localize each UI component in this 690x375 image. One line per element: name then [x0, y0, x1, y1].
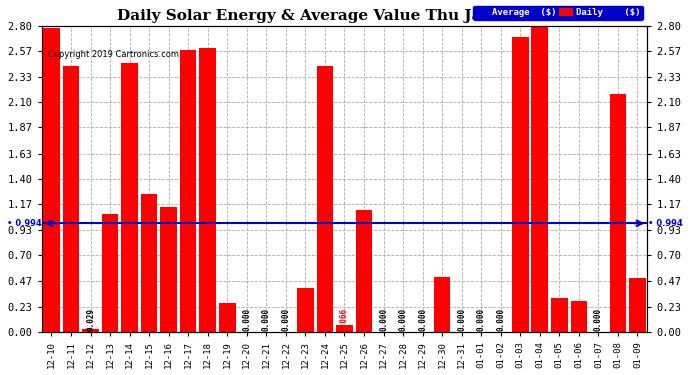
Text: 0.000: 0.000 [594, 308, 603, 331]
Bar [121, 63, 138, 332]
Text: 0.313: 0.313 [555, 308, 564, 331]
Text: 2.428: 2.428 [66, 308, 75, 331]
Bar [43, 28, 60, 332]
Text: 0.506: 0.506 [437, 308, 446, 331]
Text: 0.000: 0.000 [418, 308, 427, 331]
Text: 2.598: 2.598 [204, 308, 213, 331]
Bar [336, 325, 353, 332]
Text: 2.691: 2.691 [515, 308, 525, 331]
Text: 0.066: 0.066 [340, 308, 349, 331]
Bar [180, 50, 197, 332]
Text: 0.490: 0.490 [633, 308, 642, 331]
Text: 0.000: 0.000 [399, 308, 408, 331]
Text: • 0.994: • 0.994 [649, 219, 683, 228]
Bar [317, 66, 333, 332]
Text: 0.000: 0.000 [282, 308, 290, 331]
Text: 0.000: 0.000 [242, 308, 251, 331]
Bar [160, 207, 177, 332]
Text: • 0.994: • 0.994 [7, 219, 41, 228]
Text: 0.000: 0.000 [379, 308, 388, 331]
Bar [82, 329, 99, 332]
Bar [571, 301, 587, 332]
Text: 2.456: 2.456 [125, 308, 134, 331]
Text: 2.435: 2.435 [320, 308, 329, 331]
Bar [610, 94, 627, 332]
Bar [551, 298, 568, 332]
Bar [141, 194, 157, 332]
Text: 2.581: 2.581 [184, 308, 193, 331]
Bar [199, 48, 216, 332]
Text: 0.283: 0.283 [574, 308, 583, 331]
Text: 1.142: 1.142 [164, 308, 173, 331]
Text: 0.000: 0.000 [496, 308, 505, 331]
Text: 1.079: 1.079 [106, 308, 115, 331]
Bar [531, 25, 548, 332]
Text: 0.000: 0.000 [262, 308, 271, 331]
Bar [629, 279, 646, 332]
Text: 1.261: 1.261 [145, 308, 154, 331]
Bar [356, 210, 373, 332]
Text: 2.777: 2.777 [47, 308, 56, 331]
Text: 0.000: 0.000 [477, 308, 486, 331]
Text: 0.400: 0.400 [301, 308, 310, 331]
Text: 0.000: 0.000 [457, 308, 466, 331]
Legend: Average  ($), Daily    ($): Average ($), Daily ($) [473, 6, 642, 20]
Title: Daily Solar Energy & Average Value Thu Jan 10 16:43: Daily Solar Energy & Average Value Thu J… [117, 9, 572, 23]
Text: Copyright 2019 Cartronics.com: Copyright 2019 Cartronics.com [48, 50, 179, 59]
Bar [63, 66, 79, 332]
Bar [219, 303, 235, 332]
Bar [297, 288, 314, 332]
Bar [101, 214, 119, 332]
Text: 2.802: 2.802 [535, 308, 544, 331]
Text: 2.176: 2.176 [613, 308, 622, 331]
Bar [434, 277, 451, 332]
Text: 0.029: 0.029 [86, 308, 95, 331]
Text: 0.267: 0.267 [223, 308, 232, 331]
Bar [512, 38, 529, 332]
Text: 1.117: 1.117 [359, 308, 368, 331]
